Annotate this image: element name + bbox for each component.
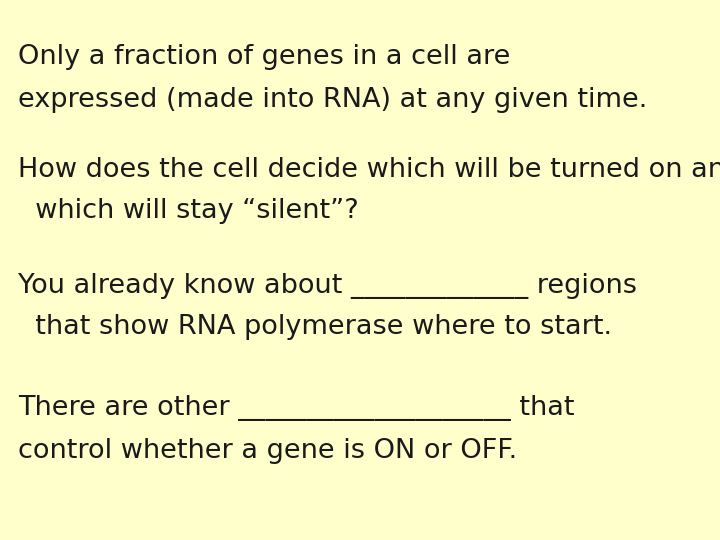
Text: control whether a gene is ON or OFF.: control whether a gene is ON or OFF. xyxy=(18,438,517,464)
Text: You already know about _____________ regions: You already know about _____________ reg… xyxy=(18,273,637,299)
Text: How does the cell decide which will be turned on and: How does the cell decide which will be t… xyxy=(18,157,720,183)
Text: There are other ____________________ that: There are other ____________________ tha… xyxy=(18,395,575,421)
Text: that show RNA polymerase where to start.: that show RNA polymerase where to start. xyxy=(18,314,612,340)
Text: which will stay “silent”?: which will stay “silent”? xyxy=(18,198,359,224)
Text: Only a fraction of genes in a cell are: Only a fraction of genes in a cell are xyxy=(18,44,510,70)
Text: expressed (made into RNA) at any given time.: expressed (made into RNA) at any given t… xyxy=(18,87,647,113)
